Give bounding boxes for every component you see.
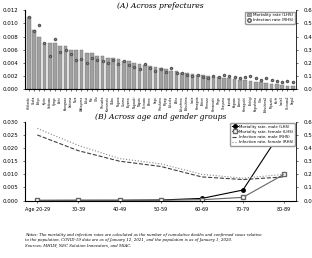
Bar bbox=[259, 82, 263, 89]
Bar bbox=[69, 50, 73, 89]
Bar bbox=[122, 61, 125, 89]
Bar bbox=[148, 66, 152, 89]
Bar bbox=[159, 68, 163, 89]
Bar bbox=[265, 83, 268, 89]
Bar bbox=[233, 79, 236, 89]
Bar bbox=[117, 60, 120, 89]
Bar bbox=[206, 76, 210, 89]
Y-axis label: %: % bbox=[0, 159, 1, 164]
Bar bbox=[180, 72, 184, 89]
Bar bbox=[222, 78, 226, 89]
Bar bbox=[138, 64, 141, 89]
Bar bbox=[164, 69, 168, 89]
Bar bbox=[154, 67, 157, 89]
Bar bbox=[227, 78, 231, 89]
Bar bbox=[201, 75, 205, 89]
Bar bbox=[106, 58, 110, 89]
Bar bbox=[95, 56, 99, 89]
Bar bbox=[111, 58, 115, 89]
Bar bbox=[243, 80, 247, 89]
Bar bbox=[175, 71, 178, 89]
Bar bbox=[32, 30, 36, 89]
Bar bbox=[254, 82, 258, 89]
Bar bbox=[212, 77, 215, 89]
Bar bbox=[27, 17, 31, 89]
Bar bbox=[275, 84, 279, 89]
Bar bbox=[101, 56, 105, 89]
Title: (B) Across age and gender groups: (B) Across age and gender groups bbox=[95, 113, 227, 121]
Bar bbox=[143, 65, 147, 89]
Bar bbox=[127, 61, 131, 89]
Bar bbox=[85, 53, 89, 89]
Legend: Mortality rate, male (LHS), Mortality rate, female (LHS), Infection rate, male (: Mortality rate, male (LHS), Mortality ra… bbox=[230, 123, 295, 146]
Bar bbox=[64, 46, 67, 89]
Bar bbox=[37, 37, 41, 89]
Bar bbox=[191, 74, 194, 89]
Y-axis label: %: % bbox=[0, 47, 1, 52]
Bar bbox=[217, 77, 221, 89]
Title: (A) Across prefectures: (A) Across prefectures bbox=[117, 2, 204, 10]
Bar bbox=[74, 50, 78, 89]
Bar bbox=[80, 50, 83, 89]
Bar bbox=[185, 73, 189, 89]
Bar bbox=[270, 84, 273, 89]
Bar bbox=[291, 86, 295, 89]
Bar bbox=[249, 81, 252, 89]
Bar bbox=[169, 71, 173, 89]
Bar bbox=[132, 63, 136, 89]
Legend: Mortality rate (LHS), Infection rate (RHS): Mortality rate (LHS), Infection rate (RH… bbox=[246, 12, 295, 24]
Bar bbox=[238, 80, 242, 89]
Bar bbox=[285, 86, 289, 89]
Bar bbox=[280, 85, 284, 89]
Bar bbox=[43, 43, 46, 89]
Bar bbox=[58, 46, 62, 89]
Bar bbox=[196, 75, 199, 89]
Bar bbox=[90, 53, 94, 89]
Text: Notes: The mortality and infection rates are calculated as the number of cumulat: Notes: The mortality and infection rates… bbox=[25, 233, 261, 247]
Bar bbox=[48, 43, 51, 89]
Bar bbox=[53, 43, 57, 89]
